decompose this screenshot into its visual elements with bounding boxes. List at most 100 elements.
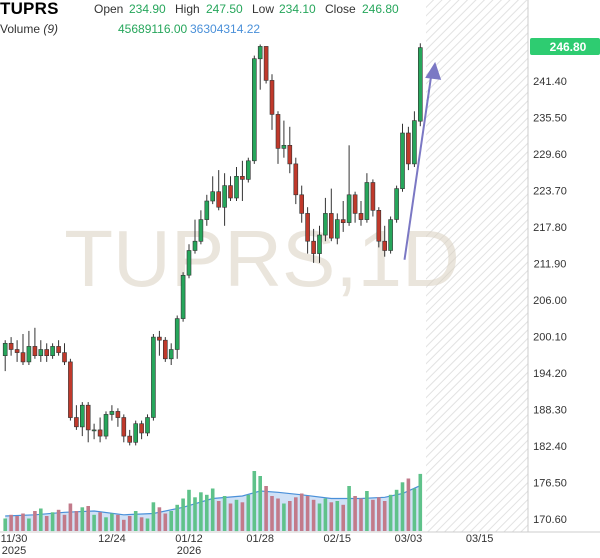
candle-body xyxy=(246,160,251,180)
volume-bar xyxy=(27,518,31,531)
candle xyxy=(91,423,97,440)
candle-body xyxy=(370,182,376,211)
volume-layer xyxy=(3,471,423,532)
candle xyxy=(103,411,109,440)
candle xyxy=(412,111,417,167)
candle xyxy=(145,414,150,437)
candle xyxy=(400,123,405,192)
candle-body xyxy=(174,318,180,350)
candle-body xyxy=(121,417,127,437)
candle-body xyxy=(382,240,388,251)
volume-bar xyxy=(234,499,239,532)
candle-body xyxy=(62,352,67,363)
candle-body xyxy=(151,336,156,418)
volume-bar xyxy=(145,518,150,531)
symbol-name[interactable]: TUPRS xyxy=(0,0,59,18)
price-axis[interactable]: 241.40 235.50 229.60 223.70 217.80 211.90 206.… xyxy=(533,76,567,526)
volume-ma-line xyxy=(5,485,421,517)
candle xyxy=(198,210,204,245)
volume-bar xyxy=(181,498,185,531)
x-tick-label: 01/12 xyxy=(175,533,203,545)
candle-body xyxy=(376,210,382,242)
candle xyxy=(299,185,305,223)
candle xyxy=(133,420,138,446)
candle xyxy=(287,126,293,174)
open-value: 234.90 xyxy=(129,2,166,16)
candle xyxy=(56,340,61,356)
volume-bar xyxy=(80,507,85,532)
volume-bar xyxy=(240,502,245,531)
y-tick-label: 211.90 xyxy=(534,259,567,271)
candle-body xyxy=(388,219,393,251)
candle-body xyxy=(216,191,221,208)
volume-label-text: Volume xyxy=(0,22,41,36)
volume-bar xyxy=(299,493,304,531)
trend-arrow[interactable] xyxy=(403,61,442,260)
x-tick-year-label: 2025 xyxy=(2,545,26,557)
candle-layer xyxy=(2,43,423,446)
candle xyxy=(317,225,322,263)
candle xyxy=(127,429,132,446)
volume-bar xyxy=(365,491,369,531)
candle xyxy=(370,179,376,217)
candle-body xyxy=(103,414,109,437)
candle xyxy=(234,167,239,201)
volume-bar xyxy=(311,499,316,532)
candle xyxy=(97,417,103,443)
candle-body xyxy=(109,411,115,415)
volume-bar xyxy=(377,497,381,532)
candle xyxy=(139,420,144,440)
volume-bar xyxy=(228,503,233,531)
volume-bar xyxy=(169,511,173,531)
high-value: 247.50 xyxy=(206,2,243,16)
candle xyxy=(50,343,55,359)
candle-body xyxy=(311,240,316,254)
volume-bar xyxy=(157,507,162,532)
candle-body xyxy=(328,213,334,239)
candle-body xyxy=(323,213,328,236)
volume-bar xyxy=(400,482,405,532)
candle-body xyxy=(364,182,370,220)
x-tick-label: 02/15 xyxy=(324,533,352,545)
candle-body xyxy=(192,240,198,251)
candle xyxy=(74,405,79,430)
volume-bar xyxy=(199,492,203,532)
candle-body xyxy=(234,176,239,199)
volume-bar xyxy=(127,516,132,531)
candle-body xyxy=(334,219,340,239)
candle-body xyxy=(14,349,20,353)
volume-bar xyxy=(222,496,227,531)
candle-body xyxy=(139,423,144,434)
volume-period: (9) xyxy=(43,22,59,36)
candle xyxy=(352,191,358,223)
candle xyxy=(151,334,156,421)
candle xyxy=(323,197,328,242)
candle xyxy=(364,173,370,223)
candle-body xyxy=(80,404,85,428)
candle-body xyxy=(198,219,204,242)
candle-body xyxy=(412,120,417,165)
candle-body xyxy=(340,219,346,224)
candle xyxy=(388,216,393,254)
volume-bar xyxy=(294,497,298,532)
volume-bar xyxy=(258,476,262,531)
candle-body xyxy=(204,200,210,220)
volume-bar xyxy=(68,503,73,531)
y-tick-label: 229.60 xyxy=(533,149,567,161)
candle xyxy=(263,46,269,84)
candle xyxy=(80,402,85,437)
volume-bar xyxy=(62,514,67,532)
volume-bar xyxy=(394,489,399,532)
candle-body xyxy=(127,435,132,443)
candle-body xyxy=(406,132,411,165)
candle-body xyxy=(352,194,358,214)
candle xyxy=(328,188,334,242)
volume-bar xyxy=(92,514,96,532)
volume-bar xyxy=(264,486,268,531)
x-tick-label: 12/24 xyxy=(98,533,126,545)
candle xyxy=(417,43,423,127)
x-tick-year-label: 2026 xyxy=(177,545,201,557)
candle-body xyxy=(186,250,192,276)
